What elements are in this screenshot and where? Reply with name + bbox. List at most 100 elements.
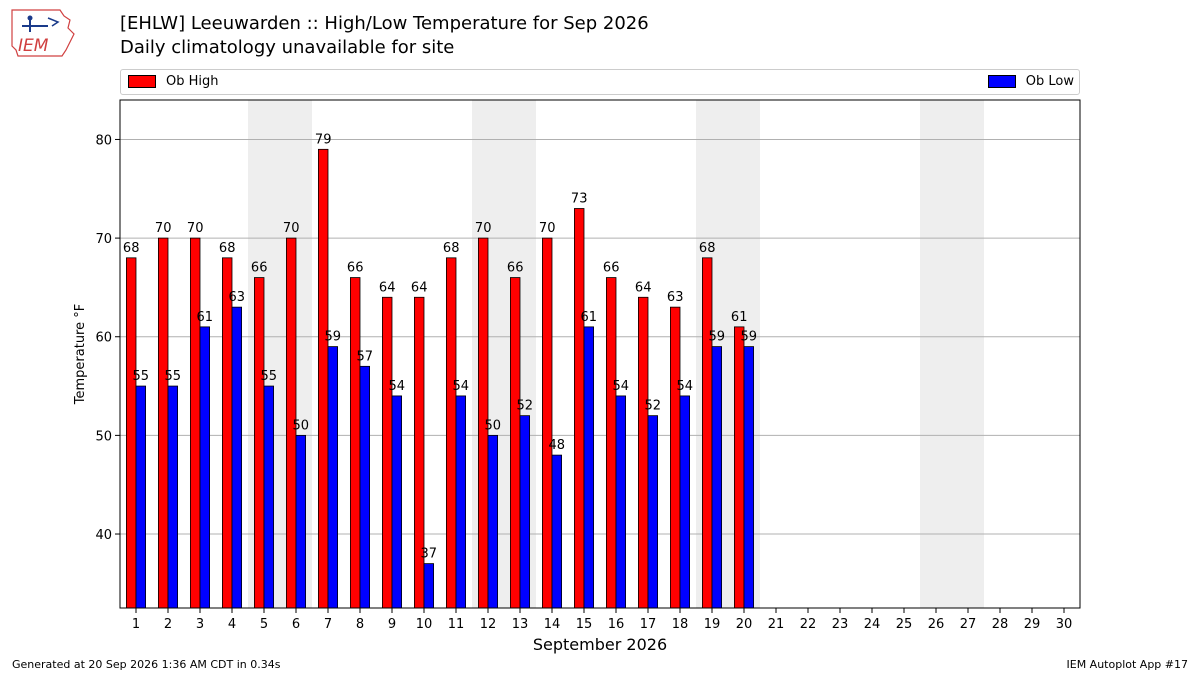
data-label-low: 55 bbox=[261, 369, 278, 384]
iem-logo: IEM bbox=[11, 9, 75, 57]
footer-generated: Generated at 20 Sep 2026 1:36 AM CDT in … bbox=[12, 658, 281, 671]
x-tick-label: 5 bbox=[260, 617, 268, 632]
data-label-high: 66 bbox=[507, 261, 524, 276]
bar-low bbox=[391, 395, 403, 609]
data-label-low: 37 bbox=[421, 547, 438, 562]
bar-high bbox=[606, 277, 617, 609]
data-label-high: 70 bbox=[283, 221, 300, 236]
bar-low bbox=[743, 346, 755, 609]
bar-high bbox=[381, 296, 393, 609]
weekend-band bbox=[952, 100, 984, 608]
data-label-high: 64 bbox=[635, 280, 652, 295]
bar-low bbox=[647, 415, 659, 609]
chart-legend: Ob High Ob Low bbox=[120, 69, 1080, 95]
x-tick-label: 9 bbox=[388, 617, 396, 632]
x-tick-label: 10 bbox=[416, 617, 433, 632]
x-tick-label: 2 bbox=[164, 617, 172, 632]
bar-low bbox=[167, 385, 179, 609]
x-tick-label: 24 bbox=[864, 617, 881, 632]
bar-low bbox=[615, 395, 627, 609]
bar-high bbox=[670, 306, 681, 609]
svg-text:IEM: IEM bbox=[18, 36, 49, 56]
data-label-high: 70 bbox=[155, 221, 172, 236]
bar-high bbox=[542, 237, 553, 609]
bar-low bbox=[711, 346, 723, 609]
data-label-high: 63 bbox=[667, 290, 684, 305]
bar-low bbox=[423, 563, 435, 609]
bar-high bbox=[445, 257, 457, 609]
bar-high bbox=[221, 257, 233, 609]
x-tick-label: 27 bbox=[960, 617, 977, 632]
weekend-band bbox=[920, 100, 952, 608]
data-label-high: 68 bbox=[699, 241, 716, 256]
x-tick-label: 4 bbox=[228, 617, 236, 632]
bar-low bbox=[263, 385, 275, 609]
bar-low bbox=[487, 434, 499, 609]
y-tick-label: 60 bbox=[95, 331, 112, 346]
bar-low bbox=[327, 346, 339, 609]
data-label-low: 54 bbox=[613, 379, 630, 394]
x-tick-label: 1 bbox=[132, 617, 140, 632]
data-label-low: 61 bbox=[581, 310, 598, 325]
bar-high bbox=[317, 148, 329, 609]
x-tick-label: 29 bbox=[1024, 617, 1041, 632]
x-tick-label: 22 bbox=[800, 617, 817, 632]
data-label-high: 70 bbox=[539, 221, 556, 236]
data-label-low: 61 bbox=[197, 310, 214, 325]
legend-item-ob-low: Ob Low bbox=[987, 74, 1074, 89]
y-tick-label: 70 bbox=[95, 232, 112, 247]
x-tick-label: 11 bbox=[448, 617, 465, 632]
data-label-high: 66 bbox=[251, 261, 268, 276]
data-label-low: 54 bbox=[453, 379, 470, 394]
data-label-low: 59 bbox=[709, 330, 726, 345]
chart-title: [EHLW] Leeuwarden :: High/Low Temperatur… bbox=[120, 13, 649, 34]
bar-high bbox=[702, 257, 713, 609]
data-label-low: 50 bbox=[293, 418, 310, 433]
bar-low bbox=[583, 326, 595, 609]
data-label-low: 52 bbox=[645, 399, 662, 414]
data-label-low: 55 bbox=[133, 369, 150, 384]
data-label-high: 70 bbox=[475, 221, 492, 236]
data-label-high: 68 bbox=[219, 241, 236, 256]
data-label-high: 64 bbox=[411, 280, 428, 295]
bar-high bbox=[734, 326, 745, 609]
bar-high bbox=[349, 277, 361, 609]
x-tick-label: 7 bbox=[324, 617, 332, 632]
data-label-high: 70 bbox=[187, 221, 204, 236]
x-tick-label: 28 bbox=[992, 617, 1009, 632]
legend-item-ob-high: Ob High bbox=[128, 74, 219, 89]
data-label-low: 57 bbox=[357, 349, 374, 364]
x-tick-label: 17 bbox=[640, 617, 657, 632]
data-label-high: 66 bbox=[347, 261, 364, 276]
bar-low bbox=[135, 385, 147, 609]
y-tick-label: 50 bbox=[95, 429, 112, 444]
x-tick-label: 19 bbox=[704, 617, 721, 632]
data-label-high: 64 bbox=[379, 280, 396, 295]
x-tick-label: 13 bbox=[512, 617, 529, 632]
data-label-high: 66 bbox=[603, 261, 620, 276]
x-tick-label: 25 bbox=[896, 617, 913, 632]
data-label-low: 59 bbox=[325, 330, 342, 345]
data-label-high: 68 bbox=[443, 241, 460, 256]
x-tick-label: 23 bbox=[832, 617, 849, 632]
x-tick-label: 20 bbox=[736, 617, 753, 632]
x-tick-label: 21 bbox=[768, 617, 785, 632]
x-axis-label: September 2026 bbox=[533, 635, 667, 654]
data-label-high: 73 bbox=[571, 192, 588, 207]
x-tick-label: 8 bbox=[356, 617, 364, 632]
data-label-high: 61 bbox=[731, 310, 748, 325]
bar-high bbox=[574, 208, 585, 609]
x-tick-label: 16 bbox=[608, 617, 625, 632]
data-label-low: 54 bbox=[389, 379, 406, 394]
footer-app-id: IEM Autoplot App #17 bbox=[1066, 658, 1189, 671]
bar-low bbox=[551, 454, 563, 609]
data-label-high: 79 bbox=[315, 132, 332, 147]
bar-high bbox=[638, 296, 649, 609]
data-label-low: 54 bbox=[677, 379, 694, 394]
legend-swatch-high bbox=[128, 75, 156, 88]
x-tick-label: 6 bbox=[292, 617, 300, 632]
legend-label-low: Ob Low bbox=[1025, 74, 1074, 89]
legend-label-high: Ob High bbox=[166, 74, 219, 89]
legend-swatch-low bbox=[987, 75, 1016, 88]
